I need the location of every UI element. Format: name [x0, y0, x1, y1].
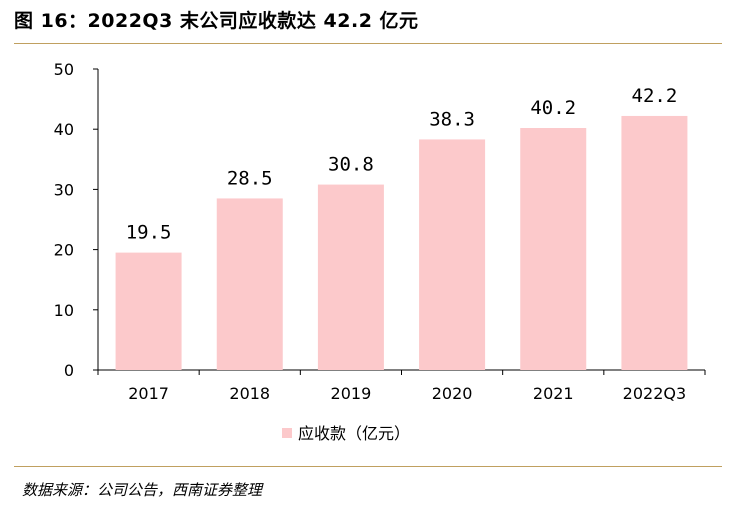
source-divider — [14, 466, 722, 467]
x-tick-label: 2018 — [229, 384, 270, 403]
y-tick-label: 20 — [54, 241, 74, 260]
data-label: 28.5 — [227, 167, 273, 189]
data-label: 19.5 — [126, 222, 172, 244]
bar — [419, 139, 486, 370]
y-tick-label: 50 — [54, 60, 74, 79]
y-tick-label: 0 — [64, 361, 74, 380]
bar — [520, 127, 587, 370]
x-tick-label: 2017 — [128, 384, 169, 403]
x-tick-label: 2020 — [432, 384, 473, 403]
title-divider — [14, 43, 722, 44]
source-note: 数据来源：公司公告，西南证券整理 — [22, 481, 263, 499]
data-label: 42.2 — [632, 85, 678, 107]
data-label: 30.8 — [328, 154, 374, 176]
data-label: 38.3 — [429, 108, 475, 130]
y-tick-label: 30 — [54, 180, 74, 199]
x-tick-label: 2021 — [533, 384, 574, 403]
x-tick-label: 2022Q3 — [623, 384, 687, 403]
y-tick-label: 10 — [54, 301, 74, 320]
legend-label: 应收款（亿元） — [298, 424, 410, 443]
bar — [216, 198, 283, 370]
bar — [621, 115, 688, 371]
x-tick-label: 2019 — [331, 384, 372, 403]
bar — [317, 184, 384, 370]
bar-chart: 0 10 20 30 40 50 19.5 2017 28.5 2018 30.8 2019 38.3 2… — [54, 60, 706, 443]
y-tick-label: 40 — [54, 120, 74, 139]
legend-swatch — [282, 428, 292, 438]
data-label: 40.2 — [530, 97, 576, 119]
figure-title: 图 16：2022Q3 末公司应收款达 42.2 亿元 — [14, 10, 419, 32]
bar — [115, 252, 182, 370]
